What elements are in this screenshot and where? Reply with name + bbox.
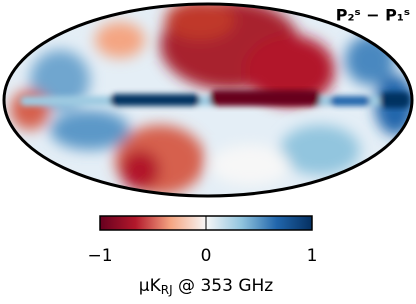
sky-map [4, 4, 412, 196]
colorbar-label: μKRJ @ 353 GHz [139, 276, 273, 297]
label-subscript: RJ [161, 283, 173, 297]
tick-label: 1 [307, 246, 318, 266]
label-unit: μK [139, 276, 162, 296]
tick-label: 0 [201, 246, 212, 266]
label-rest: @ 353 GHz [173, 276, 274, 296]
tick-label: −1 [87, 246, 112, 266]
map-outline [2, 2, 414, 198]
chart-title: P₂ˢ − P₁ˢ [336, 6, 410, 25]
